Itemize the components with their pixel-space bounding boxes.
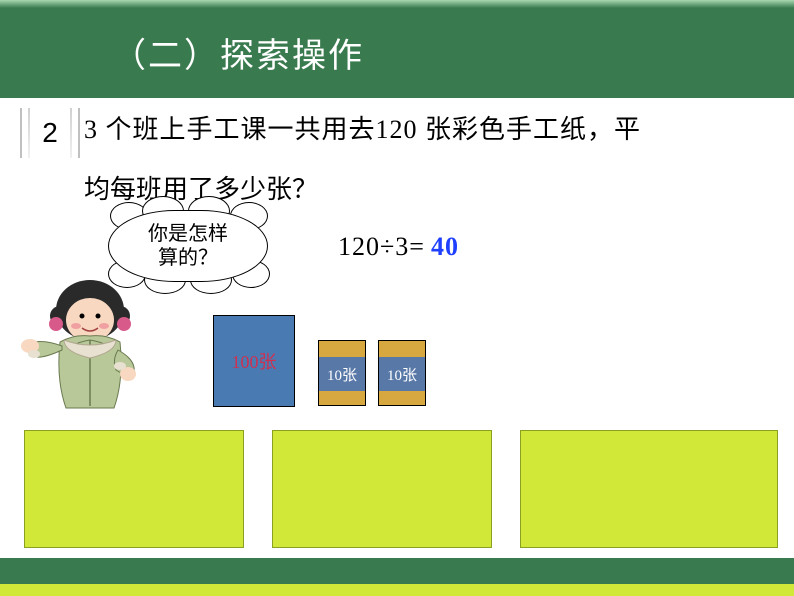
bottom-band-lime	[0, 584, 794, 596]
top-banner-gradient	[0, 0, 794, 8]
tab-line-left	[28, 108, 30, 158]
block-100-label: 100张	[232, 348, 277, 374]
thought-bubble: 你是怎样 算的？	[108, 210, 268, 285]
page-number: 2	[42, 117, 58, 149]
yellow-box-1	[24, 430, 244, 548]
bubble-body: 你是怎样 算的？	[108, 210, 268, 282]
problem-line-1: 3 个班上手工课一共用去120 张彩色手工纸，平	[84, 110, 754, 149]
bubble-line-1: 你是怎样	[148, 222, 228, 246]
equation: 120÷3=40	[338, 232, 459, 262]
section-title: （二）探索操作	[112, 28, 364, 77]
block-10-b: 10张	[378, 340, 426, 406]
equation-answer: 40	[431, 232, 459, 261]
yellow-box-2	[272, 430, 492, 548]
bubble-line-2: 算的？	[158, 246, 218, 270]
block-10-a: 10张	[318, 340, 366, 406]
block-10-b-label: 10张	[379, 357, 425, 391]
yellow-box-3	[520, 430, 778, 548]
page-tab: 2	[20, 108, 80, 158]
block-10-a-label: 10张	[319, 357, 365, 391]
child-illustration	[16, 280, 141, 415]
tab-line-right	[70, 108, 72, 158]
block-100: 100张	[213, 315, 295, 407]
equation-expr: 120÷3=	[338, 232, 425, 261]
